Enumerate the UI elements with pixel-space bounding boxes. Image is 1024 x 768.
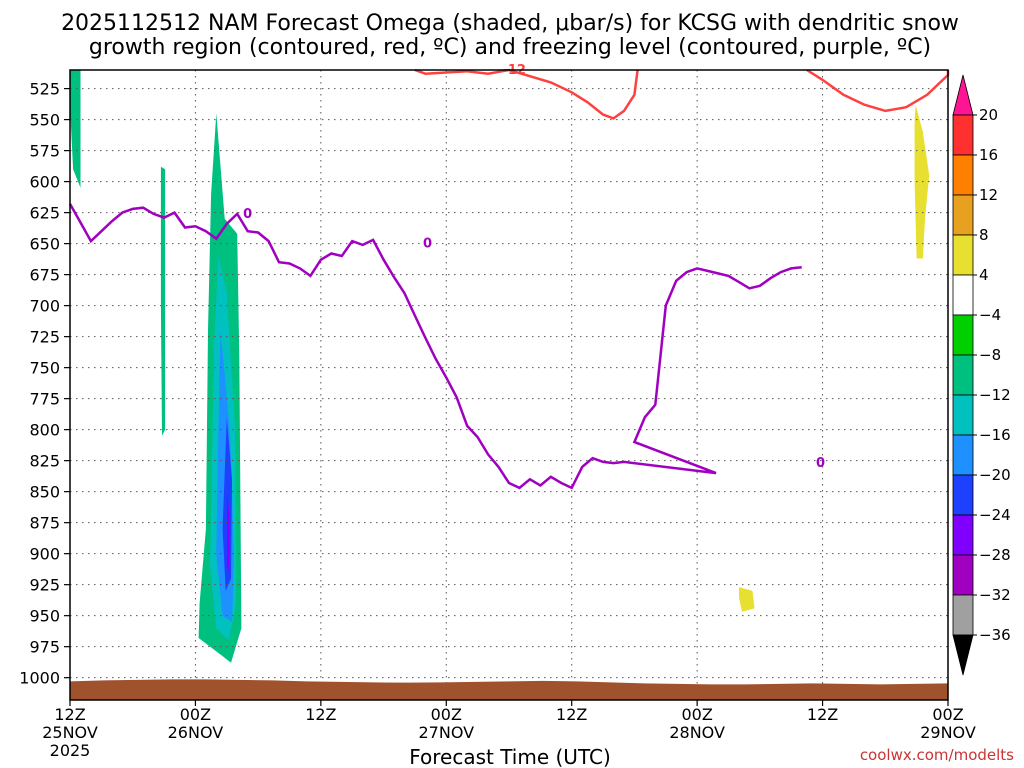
y-tick-700: 700	[29, 297, 60, 316]
colorbar-segment-12	[952, 554, 974, 596]
x-tick-date-1: 26NOV	[168, 723, 224, 742]
y-tick-950: 950	[29, 607, 60, 626]
x-tick-label-1: 00Z	[180, 705, 211, 724]
x-tick-label-6: 12Z	[807, 705, 838, 724]
colorbar-label-1: 16	[979, 146, 998, 164]
chart-title-line-1: 2025112512 NAM Forecast Omega (shaded, μ…	[61, 11, 959, 36]
y-tick-625: 625	[29, 204, 60, 223]
x-tick-date-7: 29NOV	[920, 723, 976, 742]
omega-shading	[70, 70, 930, 663]
freezing-level-contour	[68, 203, 802, 490]
y-tick-750: 750	[29, 359, 60, 378]
x-tick-label-3: 00Z	[431, 705, 462, 724]
y-tick-850: 850	[29, 483, 60, 502]
plot-area: -12 000	[68, 63, 950, 701]
omega-region-8	[914, 104, 930, 259]
y-tick-900: 900	[29, 545, 60, 564]
y-tick-1000: 1000	[19, 669, 60, 688]
y-tick-975: 975	[29, 638, 60, 657]
x-tick-label-5: 00Z	[681, 705, 712, 724]
plot-frame	[69, 69, 949, 701]
omega-region-0	[70, 70, 81, 188]
x-tick-label-0: 12Z	[54, 705, 85, 724]
omega-region-6	[226, 491, 230, 573]
y-tick-725: 725	[29, 328, 60, 347]
y-tick-800: 800	[29, 421, 60, 440]
y-tick-925: 925	[29, 576, 60, 595]
grid-lines	[70, 70, 948, 700]
x-tick-year-0: 2025	[50, 741, 91, 760]
colorbar-segment-1	[952, 114, 974, 156]
x-tick-label-2: 12Z	[305, 705, 336, 724]
y-tick-525: 525	[29, 80, 60, 99]
colorbar-label-7: −12	[979, 386, 1011, 404]
y-tick-825: 825	[29, 452, 60, 471]
chart-title-line-2: growth region (contoured, red, ºC) and f…	[89, 35, 931, 60]
colorbar-label-12: −32	[979, 586, 1011, 604]
omega-region-1	[160, 166, 166, 436]
colorbar-label-9: −20	[979, 466, 1011, 484]
colorbar-segment-6	[952, 314, 974, 356]
colorbar-segment-3	[952, 194, 974, 236]
colorbar-label-2: 12	[979, 186, 998, 204]
y-tick-600: 600	[29, 173, 60, 192]
y-axis-ticks: 525 550 575 600 625 650 675 700 725 750 775 800 825 8…	[19, 80, 70, 688]
colorbar-label-4: 4	[979, 266, 989, 284]
omega-region-7	[739, 587, 755, 612]
colorbar-label-5: −4	[979, 306, 1001, 324]
colorbar-segment-2	[952, 154, 974, 196]
colorbar-label-8: −16	[979, 426, 1011, 444]
y-tick-675: 675	[29, 266, 60, 285]
colorbar-segment-7	[952, 354, 974, 396]
colorbar-label-6: −8	[979, 346, 1001, 364]
freezing-level-label-1: 0	[423, 237, 432, 252]
x-tick-label-7: 00Z	[932, 705, 963, 724]
y-tick-875: 875	[29, 514, 60, 533]
x-tick-date-5: 28NOV	[669, 723, 725, 742]
colorbar-segment-5	[952, 274, 974, 316]
x-tick-date-0: 25NOV	[42, 723, 98, 742]
colorbar-segment-11	[952, 514, 974, 556]
colorbar-label-11: −28	[979, 546, 1011, 564]
y-tick-550: 550	[29, 111, 60, 130]
x-tick-date-3: 27NOV	[418, 723, 474, 742]
freezing-level-labels: 0 0 0	[243, 207, 825, 471]
colorbar-segment-8	[952, 394, 974, 436]
colorbar-label-13: −36	[979, 626, 1011, 644]
colorbar-bottom-arrow	[952, 634, 974, 676]
colorbar-segment-9	[952, 434, 974, 476]
freezing-level-label-2: 0	[816, 456, 825, 471]
surface-terrain	[70, 679, 948, 700]
freezing-level-label-0: 0	[243, 207, 252, 222]
y-tick-575: 575	[29, 142, 60, 161]
colorbar-segment-10	[952, 474, 974, 516]
dgz-contour	[414, 68, 950, 120]
colorbar-top-arrow	[952, 74, 974, 116]
colorbar-label-3: 8	[979, 226, 989, 244]
y-tick-650: 650	[29, 235, 60, 254]
x-tick-label-4: 12Z	[556, 705, 587, 724]
x-axis-label: Forecast Time (UTC)	[409, 745, 611, 768]
colorbar-segment-13	[952, 594, 974, 636]
y-tick-775: 775	[29, 390, 60, 409]
colorbar-segment-4	[952, 234, 974, 276]
colorbar-label-10: −24	[979, 506, 1011, 524]
colorbar-label-0: 20	[979, 106, 998, 124]
colorbar: 20 16 12 8 4 −4 −8 −12 −16 −20 −24 −28 −32 −36	[952, 74, 1011, 676]
credit-text: coolwx.com/modelts	[860, 746, 1014, 764]
